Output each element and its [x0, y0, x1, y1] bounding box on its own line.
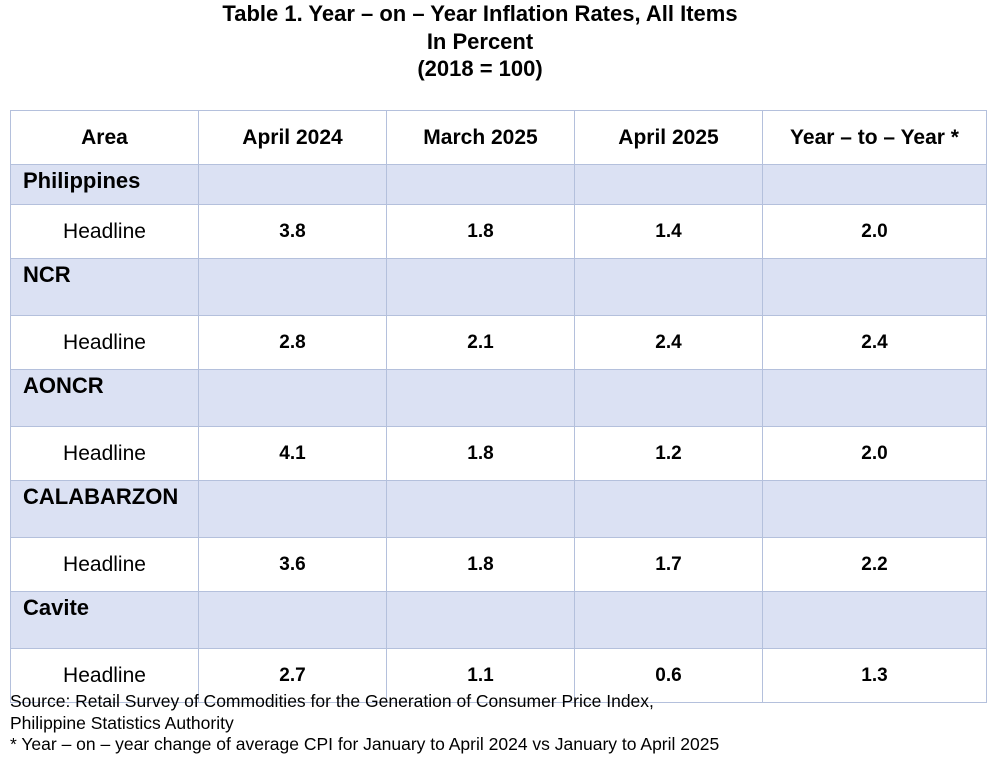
table-row: Headline 3.6 1.8 1.7 2.2	[10, 537, 987, 592]
value-april-2024: 4.1	[198, 426, 387, 481]
table-row: Headline 4.1 1.8 1.2 2.0	[10, 426, 987, 481]
group-label: Cavite	[10, 591, 199, 649]
value-april-2024: 2.8	[198, 315, 387, 370]
value-year-to-year: 2.0	[762, 204, 987, 259]
group-label: AONCR	[10, 369, 199, 427]
column-header-area: Area	[10, 110, 199, 165]
value-april-2025: 1.4	[574, 204, 763, 259]
table-title: Table 1. Year – on – Year Inflation Rate…	[0, 0, 960, 83]
empty-cell	[386, 369, 575, 427]
source-line-1: Source: Retail Survey of Commodities for…	[10, 691, 654, 711]
group-row-aoncr: AONCR	[10, 369, 987, 427]
source-line-2: Philippine Statistics Authority	[10, 712, 234, 733]
title-line-3: (2018 = 100)	[417, 56, 543, 81]
group-row-ncr: NCR	[10, 258, 987, 316]
value-march-2025: 1.8	[386, 204, 575, 259]
empty-cell	[762, 164, 987, 205]
empty-cell	[198, 258, 387, 316]
group-row-philippines: Philippines	[10, 164, 987, 205]
value-april-2024: 3.6	[198, 537, 387, 592]
group-row-cavite: Cavite	[10, 591, 987, 649]
empty-cell	[198, 164, 387, 205]
value-year-to-year: 2.0	[762, 426, 987, 481]
empty-cell	[386, 258, 575, 316]
group-label: NCR	[10, 258, 199, 316]
group-label: CALABARZON	[10, 480, 199, 538]
column-header-march-2025: March 2025	[386, 110, 575, 165]
empty-cell	[386, 164, 575, 205]
empty-cell	[386, 480, 575, 538]
value-april-2025: 0.6	[574, 648, 763, 703]
title-line-2: In Percent	[426, 28, 534, 54]
empty-cell	[574, 258, 763, 316]
table-row: Headline 2.8 2.1 2.4 2.4	[10, 315, 987, 370]
footnote: * Year – on – year change of average CPI…	[10, 734, 720, 754]
table-row: Headline 2.7 1.1 0.6 1.3	[10, 648, 987, 703]
value-march-2025: 1.8	[386, 537, 575, 592]
row-label: Headline	[10, 648, 199, 703]
table-row: Headline 3.8 1.8 1.4 2.0	[10, 204, 987, 259]
table-footnotes: Source: Retail Survey of Commodities for…	[10, 691, 980, 756]
value-march-2025: 1.1	[386, 648, 575, 703]
value-year-to-year: 2.4	[762, 315, 987, 370]
empty-cell	[762, 369, 987, 427]
value-march-2025: 2.1	[386, 315, 575, 370]
empty-cell	[198, 480, 387, 538]
inflation-table: Area April 2024 March 2025 April 2025 Ye…	[10, 110, 987, 703]
group-row-calabarzon: CALABARZON	[10, 480, 987, 538]
empty-cell	[762, 258, 987, 316]
empty-cell	[198, 369, 387, 427]
value-april-2025: 1.7	[574, 537, 763, 592]
row-label: Headline	[10, 315, 199, 370]
empty-cell	[762, 591, 987, 649]
value-march-2025: 1.8	[386, 426, 575, 481]
empty-cell	[574, 591, 763, 649]
header-row: Area April 2024 March 2025 April 2025 Ye…	[10, 110, 987, 165]
group-label: Philippines	[10, 164, 199, 205]
value-year-to-year: 1.3	[762, 648, 987, 703]
empty-cell	[386, 591, 575, 649]
value-april-2025: 1.2	[574, 426, 763, 481]
empty-cell	[574, 369, 763, 427]
empty-cell	[574, 164, 763, 205]
title-line-1: Table 1. Year – on – Year Inflation Rate…	[222, 1, 738, 26]
value-year-to-year: 2.2	[762, 537, 987, 592]
empty-cell	[762, 480, 987, 538]
empty-cell	[198, 591, 387, 649]
row-label: Headline	[10, 204, 199, 259]
column-header-year-to-year: Year – to – Year *	[762, 110, 987, 165]
column-header-april-2025: April 2025	[574, 110, 763, 165]
row-label: Headline	[10, 426, 199, 481]
row-label: Headline	[10, 537, 199, 592]
empty-cell	[574, 480, 763, 538]
value-april-2025: 2.4	[574, 315, 763, 370]
value-april-2024: 3.8	[198, 204, 387, 259]
column-header-april-2024: April 2024	[198, 110, 387, 165]
